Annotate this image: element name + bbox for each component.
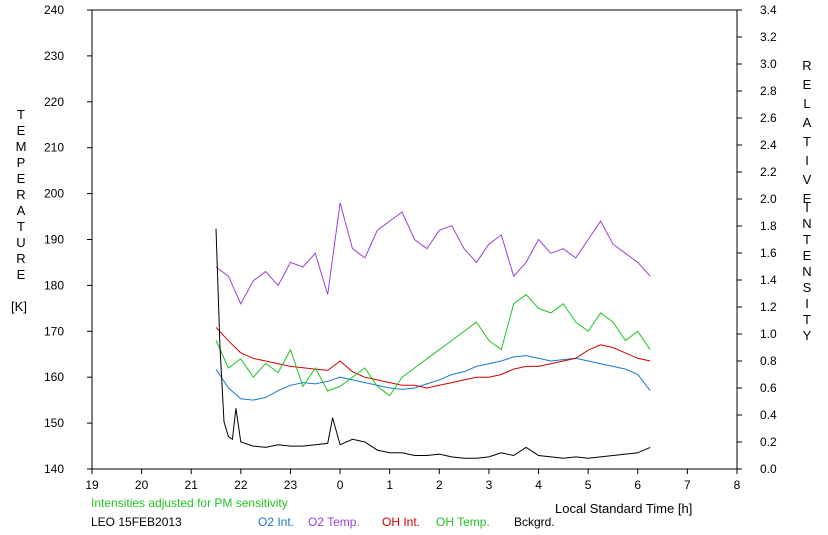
right-tick-label: 0.8: [760, 354, 777, 368]
left-axis-label-letter: M: [16, 139, 27, 154]
right-axis-label-letter: I: [805, 153, 809, 168]
left-axis-label-letter: P: [17, 155, 26, 170]
x-axis-label: Local Standard Time [h]: [555, 501, 692, 516]
series-line-o2-temp: [215, 202, 651, 305]
x-tick-label: 19: [85, 478, 99, 492]
right-tick-label: 1.8: [760, 219, 777, 233]
left-axis-label-letter: T: [17, 107, 25, 122]
legend-bckgrd: Bckgrd.: [514, 515, 555, 529]
left-tick-label: 220: [44, 95, 64, 109]
left-axis-unit: [K]: [11, 299, 27, 314]
legend-o2-int: O2 Int.: [258, 515, 294, 529]
left-tick-label: 240: [44, 3, 64, 17]
legend-o2-temp: O2 Temp.: [308, 515, 360, 529]
left-axis-label-letter: E: [17, 267, 26, 282]
right-tick-label: 1.6: [760, 246, 777, 260]
x-tick-label: 8: [734, 478, 741, 492]
series-line-bckgrd: [215, 228, 651, 459]
right-tick-label: 3.2: [760, 30, 777, 44]
right-tick-label: 2.2: [760, 165, 777, 179]
right-tick-label: 2.4: [760, 138, 777, 152]
x-tick-label: 5: [585, 478, 592, 492]
right-axis-label-letter: R: [802, 58, 811, 73]
right-tick-label: 1.0: [760, 327, 777, 341]
right-tick-label: 0.2: [760, 435, 777, 449]
right-axis-label-letter: T: [803, 134, 811, 149]
left-axis-label-letter: R: [16, 187, 25, 202]
legend-oh-temp: OH Temp.: [436, 515, 490, 529]
right-tick-label: 2.8: [760, 84, 777, 98]
x-tick-label: 22: [234, 478, 248, 492]
series-line-oh-temp: [215, 293, 651, 397]
right-axis-label-letter: N: [802, 216, 811, 231]
right-axis-label-letter: T: [803, 312, 811, 327]
right-tick-label: 3.4: [760, 3, 777, 17]
right-axis-label-letter: T: [803, 232, 811, 247]
left-axis-label-letter: U: [16, 235, 25, 250]
series-line-o2-int: [215, 355, 651, 401]
x-tick-label: 0: [337, 478, 344, 492]
left-tick-label: 210: [44, 141, 64, 155]
right-tick-label: 1.4: [760, 273, 777, 287]
station-label: LEO 15FEB2013: [91, 515, 182, 529]
left-tick-label: 140: [44, 462, 64, 476]
right-axis-label-letter: I: [805, 200, 809, 215]
series-lines: [215, 202, 651, 459]
left-y-axis: 140 150 160 170 180 190 200 210 220 230 240: [44, 3, 92, 476]
right-tick-label: 3.0: [760, 57, 777, 71]
right-axis-label-letter: E: [803, 191, 812, 206]
right-axis-label-letter: N: [802, 264, 811, 279]
right-axis-label-letter: V: [803, 172, 812, 187]
sensitivity-note: Intensities adjusted for PM sensitivity: [91, 496, 288, 510]
left-tick-label: 160: [44, 370, 64, 384]
right-axis-label-letter: Y: [803, 328, 812, 343]
left-tick-label: 170: [44, 324, 64, 338]
x-tick-label: 20: [135, 478, 149, 492]
x-tick-label: 1: [386, 478, 393, 492]
right-axis-label-letter: L: [803, 96, 810, 111]
right-axis-label-letter: E: [803, 248, 812, 263]
left-axis-label-letter: R: [16, 251, 25, 266]
right-axis-label-letter: S: [803, 280, 812, 295]
right-axis-label-letter: E: [803, 77, 812, 92]
left-axis-label-letter: E: [17, 123, 26, 138]
right-tick-label: 1.2: [760, 300, 777, 314]
right-tick-label: 0.6: [760, 381, 777, 395]
right-y-axis: 0.0 0.2 0.4 0.6 0.8 1.0 1.2 1.4 1.6 1.8 2.0 2.2 2.4 2…: [737, 3, 777, 476]
right-tick-label: 2.6: [760, 111, 777, 125]
left-tick-label: 180: [44, 278, 64, 292]
legend-oh-int: OH Int.: [382, 515, 420, 529]
x-tick-label: 4: [535, 478, 542, 492]
right-axis-label-letter: I: [805, 296, 809, 311]
left-axis-label-letter: A: [17, 203, 26, 218]
series-line-oh-int: [215, 326, 651, 389]
left-tick-label: 230: [44, 49, 64, 63]
left-tick-label: 190: [44, 233, 64, 247]
x-tick-label: 7: [684, 478, 691, 492]
right-axis-label-letter: A: [803, 115, 812, 130]
x-tick-label: 3: [486, 478, 493, 492]
x-tick-label: 6: [634, 478, 641, 492]
right-tick-label: 0.0: [760, 462, 777, 476]
right-tick-label: 0.4: [760, 408, 777, 422]
x-tick-label: 23: [284, 478, 298, 492]
x-axis: 19 20 21 22 23 0 1 2 3 4 5 6 7 8: [85, 469, 741, 492]
left-axis-label-letter: E: [17, 171, 26, 186]
left-tick-label: 150: [44, 416, 64, 430]
left-axis-label-letter: T: [17, 219, 25, 234]
left-tick-label: 200: [44, 187, 64, 201]
x-tick-label: 21: [185, 478, 199, 492]
right-tick-label: 2.0: [760, 192, 777, 206]
x-tick-label: 2: [436, 478, 443, 492]
